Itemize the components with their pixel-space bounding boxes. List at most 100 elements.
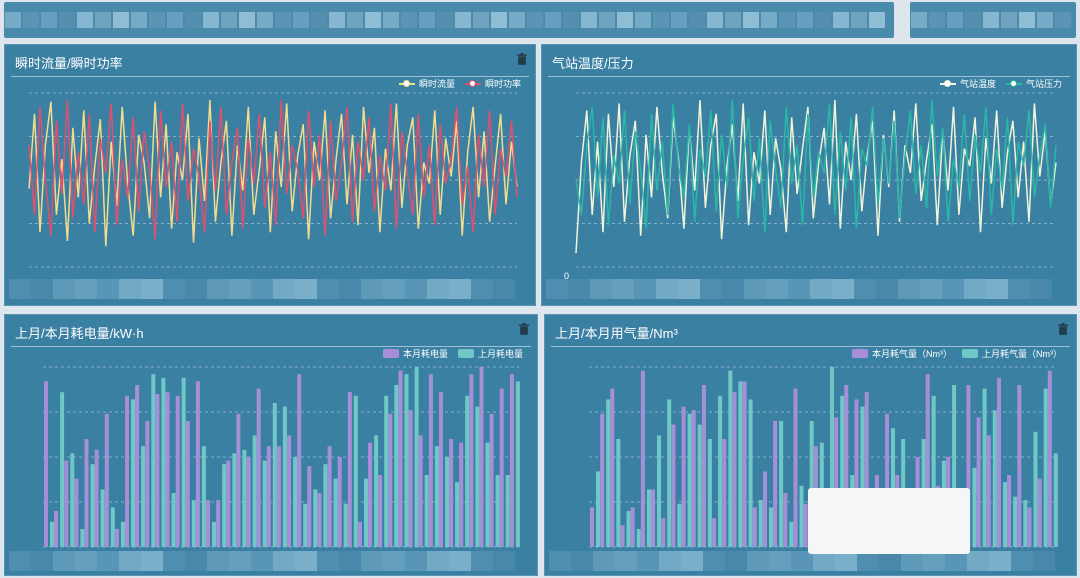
blurred-label [339, 279, 361, 299]
legend-item[interactable]: 上月耗气量（Nm³） [962, 347, 1062, 360]
blurred-block [527, 12, 543, 28]
bar [646, 489, 651, 547]
blurred-label [835, 551, 857, 571]
trash-icon[interactable] [519, 323, 529, 335]
bar [469, 374, 474, 547]
blurred-block [221, 12, 237, 28]
blurred-block [437, 12, 453, 28]
bar [276, 446, 281, 547]
blurred-label [141, 551, 163, 571]
blurred-label [857, 551, 879, 571]
blurred-label [97, 279, 119, 299]
legend-item[interactable]: 本月耗气量（Nm³） [852, 347, 952, 360]
blurred-block [1001, 12, 1017, 28]
blurred-block [149, 12, 165, 28]
bar [368, 442, 373, 547]
blurred-label [185, 551, 207, 571]
blurred-label [97, 551, 119, 571]
bar [640, 370, 645, 547]
blurred-label [53, 279, 75, 299]
blurred-block [815, 12, 831, 28]
blurred-label [361, 551, 383, 571]
bar [758, 500, 763, 547]
bar [80, 529, 85, 547]
bar [60, 392, 65, 547]
redacted-overlay [808, 488, 970, 554]
bar [773, 421, 778, 547]
bar [789, 521, 794, 547]
blurred-axis-labels [549, 551, 1072, 571]
blurred-label [493, 279, 515, 299]
top-bar [4, 2, 894, 38]
blurred-block [419, 12, 435, 28]
bar [272, 403, 277, 547]
legend-label: 本月耗电量 [402, 349, 448, 359]
bar [860, 406, 865, 547]
blurred-block [563, 12, 579, 28]
blurred-label [923, 551, 945, 571]
bar [353, 395, 358, 547]
blurred-block [59, 12, 75, 28]
legend-item[interactable]: 气站温度 [939, 77, 996, 90]
blurred-label [634, 279, 656, 299]
blurred-label [141, 279, 163, 299]
blurred-block [401, 12, 417, 28]
trash-icon[interactable] [1058, 323, 1068, 335]
blurred-label [75, 551, 97, 571]
line-chart [28, 92, 518, 268]
bar [151, 374, 156, 547]
bar [216, 500, 221, 547]
panel-divider [11, 346, 531, 347]
trash-icon[interactable] [517, 53, 527, 65]
bar [374, 435, 379, 547]
blurred-block [653, 12, 669, 28]
top-bar-mosaic [4, 8, 894, 32]
bar [303, 503, 308, 547]
blurred-block [95, 12, 111, 28]
legend-item[interactable]: 瞬时流量 [398, 77, 455, 90]
blurred-block [383, 12, 399, 28]
bar [489, 413, 494, 547]
blurred-label [295, 279, 317, 299]
bar [677, 503, 682, 547]
bar [404, 374, 409, 547]
legend-item[interactable]: 上月耗电量 [457, 347, 523, 360]
blurred-block [473, 12, 489, 28]
legend-item[interactable]: 气站压力 [1005, 77, 1062, 90]
bar [763, 471, 767, 547]
bar [449, 439, 454, 547]
blurred-label [989, 551, 1011, 571]
temp-pressure-panel: 气站温度/压力 气站温度 气站压力 0 [541, 44, 1077, 306]
blurred-label [273, 279, 295, 299]
blurred-label [31, 551, 53, 571]
bar [347, 392, 352, 547]
blurred-block [725, 12, 741, 28]
bar [505, 475, 510, 547]
bar [1003, 482, 1007, 547]
bar [661, 518, 666, 547]
blurred-label [832, 279, 854, 299]
bar [722, 439, 727, 547]
blurred-label [273, 551, 295, 571]
bar [414, 367, 419, 547]
blurred-label [251, 279, 273, 299]
bar [398, 370, 403, 547]
legend-line-marker [939, 79, 956, 87]
legend-item[interactable]: 本月耗电量 [382, 347, 448, 360]
bar [236, 413, 241, 547]
bar [465, 395, 470, 547]
bar [1037, 478, 1042, 547]
blurred-label [703, 551, 725, 571]
blurred-label [656, 279, 678, 299]
legend-box-marker [382, 349, 399, 358]
blurred-label [75, 279, 97, 299]
legend-box-marker [852, 349, 868, 358]
blurred-label [769, 551, 791, 571]
blurred-label [317, 279, 339, 299]
blurred-label [31, 279, 53, 299]
legend-item[interactable]: 瞬时功率 [464, 77, 521, 90]
bar [925, 374, 930, 547]
bar [931, 395, 936, 547]
bar [418, 435, 423, 547]
legend-label: 本月耗气量（Nm³） [872, 349, 952, 359]
